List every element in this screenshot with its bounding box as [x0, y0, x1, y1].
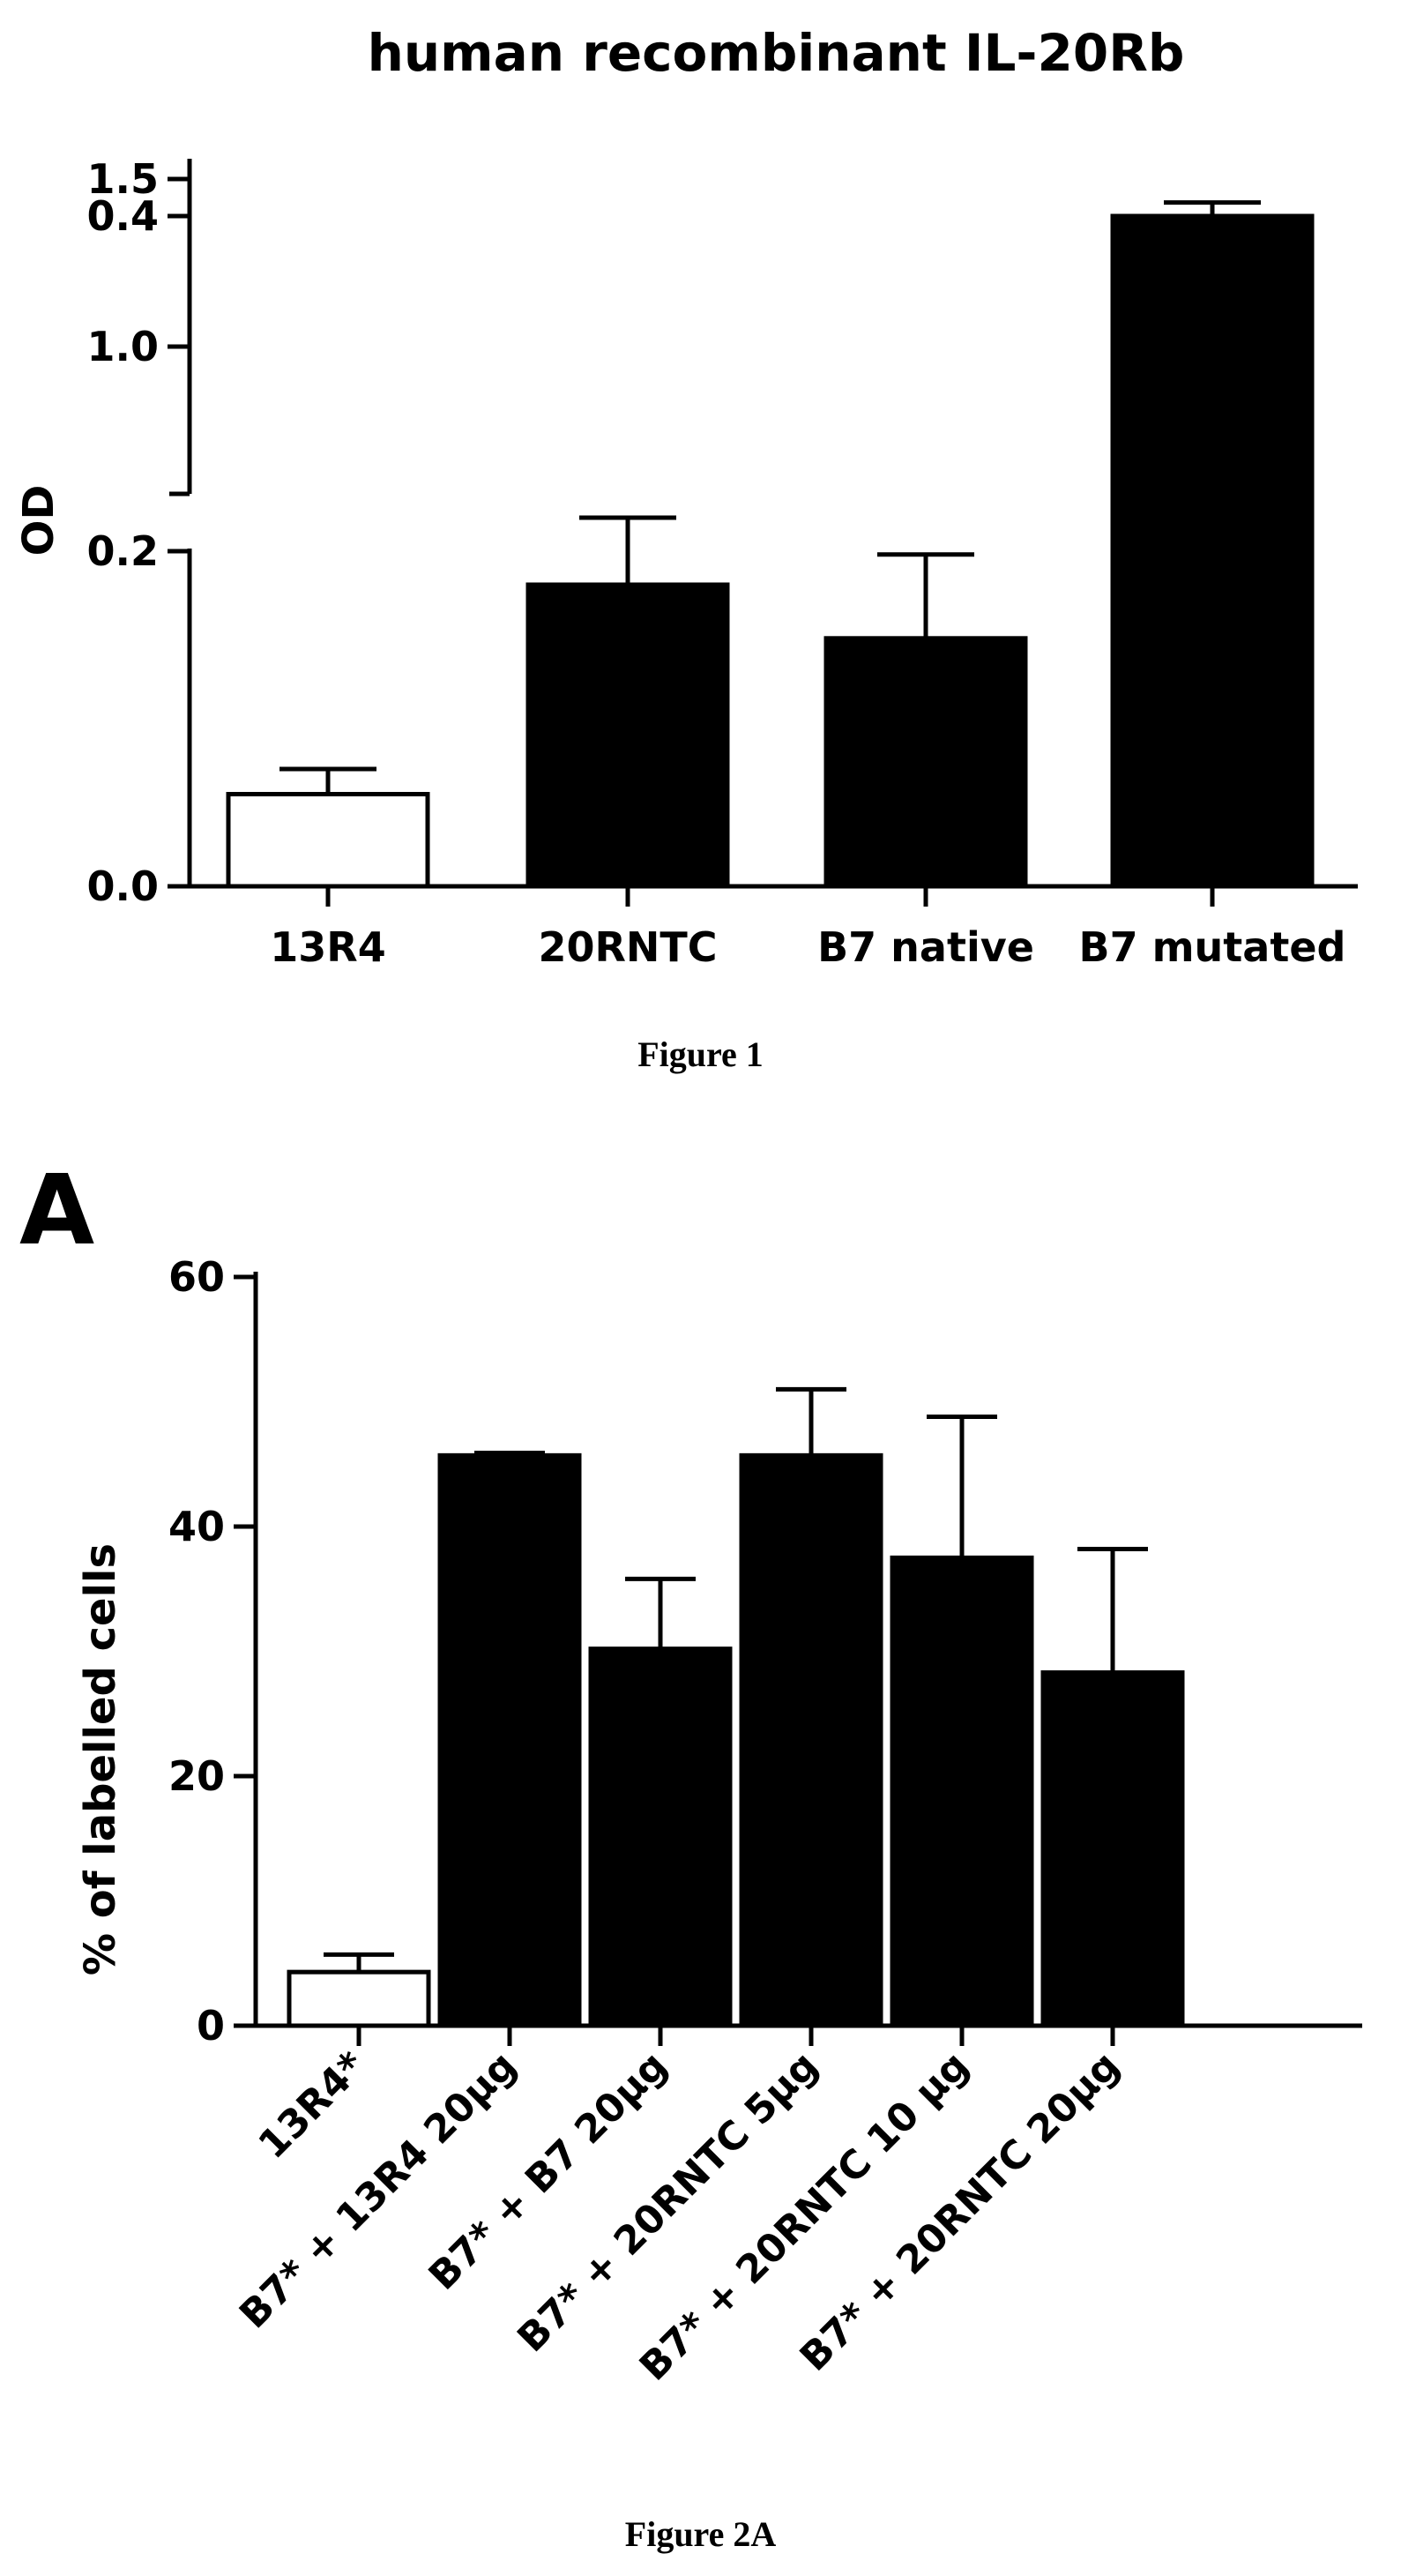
y-tick-label: 0.4	[87, 192, 160, 240]
bar	[1110, 303, 1315, 534]
category-label: B7 native	[817, 923, 1034, 971]
y-axis: % of labelled cells	[76, 1272, 258, 2027]
category-labels: 13R4 20RNTC B7 native B7 mutated	[270, 886, 1345, 971]
bar	[437, 1452, 582, 2028]
bar	[1040, 1670, 1185, 2028]
figure1-chart: human recombinant IL-20Rb OD 0.00.20.41.…	[14, 23, 1358, 971]
y-tick-label: 0.0	[87, 862, 160, 910]
figure2-caption: Figure 2A	[624, 2514, 777, 2554]
bar	[739, 1452, 883, 2028]
bar	[890, 1555, 1034, 2028]
category-label: B7* + 13R4 20µg	[231, 2043, 525, 2338]
y-tick-label: 20	[168, 1752, 225, 1800]
y-tick-label: 1.0	[87, 323, 160, 370]
y-axis: OD	[14, 159, 192, 888]
y-axis-label: % of labelled cells	[76, 1543, 125, 1975]
panel-label: A	[19, 1154, 94, 1266]
error-bars	[279, 200, 1261, 795]
category-label: 13R4*	[250, 2043, 375, 2168]
category-label: B7 mutated	[1079, 923, 1346, 971]
category-label: 13R4	[270, 923, 385, 971]
y-tick-label: 40	[168, 1503, 225, 1550]
bar	[588, 1646, 733, 2028]
bar	[287, 1969, 431, 2028]
y-tick-label: 0.2	[87, 527, 160, 575]
bars	[226, 213, 1315, 889]
bar	[525, 582, 730, 889]
category-label: B7* + 20RNTC 20µg	[792, 2043, 1129, 2380]
category-label: B7* + 20RNTC 5µg	[509, 2043, 826, 2361]
y-tick-label: 60	[168, 1253, 225, 1301]
y-tick-label: 1.5	[87, 155, 160, 203]
chart-title: human recombinant IL-20Rb	[368, 23, 1185, 83]
error-bars	[324, 1386, 1148, 1973]
y-ticks: 0.0 0.2 0.4 1.0 1.5	[87, 155, 190, 910]
bars	[287, 1452, 1185, 2028]
bar	[226, 792, 430, 889]
y-axis-label: OD	[14, 485, 63, 556]
y-tick-label: 0	[197, 2002, 225, 2050]
figure1-caption: Figure 1	[637, 1034, 764, 1074]
y-ticks: 0 20 40 60	[168, 1253, 256, 2050]
bar	[823, 636, 1028, 889]
category-label: 20RNTC	[538, 923, 717, 971]
